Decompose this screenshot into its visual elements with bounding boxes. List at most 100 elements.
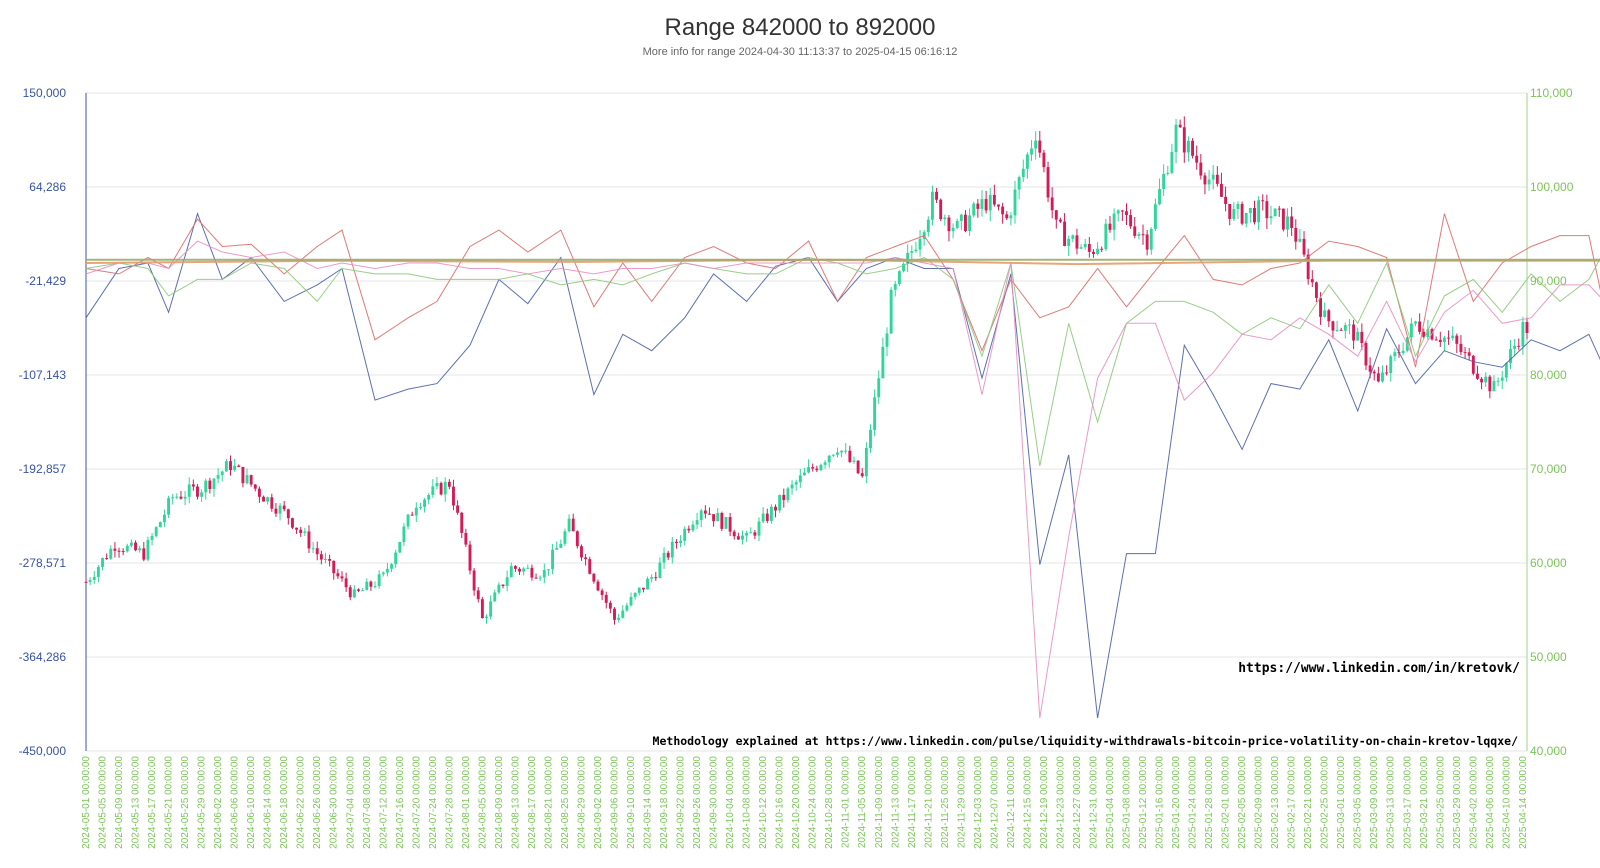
candle-body: [319, 554, 323, 560]
x-tick-label: 2025-01-24 00:00:00: [1188, 756, 1199, 849]
gridlines: [86, 92, 1527, 752]
chart-title: Range 842000 to 892000: [665, 14, 936, 41]
candle-body: [943, 217, 947, 220]
x-tick-label: 2025-03-05 00:00:00: [1353, 756, 1364, 849]
x-tick-label: 2024-05-09 00:00:00: [114, 756, 125, 849]
candle-body: [1178, 124, 1182, 128]
candle-body: [270, 497, 274, 509]
candle-body: [1067, 238, 1071, 246]
candle-body: [274, 508, 278, 514]
candle-body: [637, 587, 641, 593]
candle-body: [666, 552, 670, 558]
candle-body: [827, 455, 831, 463]
candle-body: [464, 532, 468, 545]
x-tick-label: 2025-02-21 00:00:00: [1303, 756, 1314, 849]
candle-body: [1492, 381, 1496, 392]
candle-body: [1525, 322, 1529, 334]
x-tick-label: 2025-01-28 00:00:00: [1204, 756, 1215, 849]
candle-body: [1009, 215, 1013, 219]
x-tick-label: 2024-05-21 00:00:00: [164, 756, 175, 849]
candle-body: [1265, 201, 1269, 219]
candle-body: [1236, 203, 1240, 210]
candle-body: [237, 465, 241, 467]
candle-body: [1191, 140, 1195, 156]
candle-body: [497, 584, 501, 593]
right-tick-label: 90,000: [1530, 274, 1567, 288]
candle-body: [613, 608, 616, 620]
candle-body: [1120, 210, 1124, 212]
candle-body: [873, 397, 877, 430]
candle-body: [1158, 189, 1161, 205]
candle-body: [955, 220, 959, 228]
candle-body: [266, 497, 270, 502]
candle-body: [980, 199, 984, 209]
candle-body: [435, 483, 439, 487]
candle-body: [348, 587, 352, 598]
x-tick-label: 2025-02-13 00:00:00: [1270, 756, 1281, 849]
candle-body: [134, 542, 137, 551]
x-tick-label: 2024-10-24 00:00:00: [808, 756, 819, 849]
x-tick-label: 2024-11-09 00:00:00: [874, 756, 885, 849]
right-tick-label: 50,000: [1530, 650, 1567, 664]
candle-body: [1281, 208, 1285, 230]
x-tick-label: 2024-12-19 00:00:00: [1039, 756, 1050, 849]
x-tick-label: 2025-01-08 00:00:00: [1121, 756, 1132, 849]
candle-body: [633, 592, 637, 597]
candle-body: [1401, 350, 1405, 354]
candle-body: [1025, 154, 1029, 169]
candle-body: [1327, 310, 1331, 322]
left-tick-label: -21,429: [25, 274, 66, 288]
x-tick-label: 2025-03-29 00:00:00: [1452, 756, 1463, 849]
x-tick-label: 2024-11-01 00:00:00: [841, 756, 852, 849]
candle-body: [1013, 189, 1017, 216]
candle-body: [1253, 208, 1256, 223]
candle-body: [1459, 343, 1463, 353]
x-tick-label: 2025-03-01 00:00:00: [1336, 756, 1347, 849]
candle-body: [1170, 151, 1174, 173]
candle-body: [555, 547, 559, 550]
candle-body: [1153, 204, 1157, 229]
x-tick-label: 2024-07-24 00:00:00: [428, 756, 439, 849]
x-tick-label: 2024-12-23 00:00:00: [1055, 756, 1066, 849]
candle-body: [138, 548, 142, 551]
candle-body: [253, 484, 257, 489]
right-tick-label: 80,000: [1530, 368, 1567, 382]
candle-body: [1220, 183, 1223, 197]
x-tick-label: 2024-08-29 00:00:00: [576, 756, 587, 849]
x-tick-label: 2024-05-29 00:00:00: [197, 756, 208, 849]
candle-body: [654, 577, 658, 579]
candle-body: [1001, 206, 1005, 215]
candle-body: [885, 333, 889, 347]
candle-body: [1079, 247, 1083, 249]
candle-body: [1017, 177, 1021, 190]
x-tick-label: 2024-07-28 00:00:00: [444, 756, 455, 849]
candle-body: [468, 544, 472, 571]
candle-body: [410, 514, 414, 516]
candle-body: [158, 522, 162, 528]
candle-body: [125, 545, 129, 552]
candle-body: [1104, 223, 1108, 250]
candle-body: [584, 557, 588, 560]
candle-body: [860, 473, 864, 477]
candle-body: [344, 578, 348, 588]
candle-body: [431, 486, 435, 495]
series-line-1: [85, 212, 1600, 719]
candle-body: [414, 507, 418, 516]
candle-body: [559, 543, 563, 548]
right-axis-labels: 110,000 100,000 90,000 80,000 70,000 60,000 50…: [1530, 86, 1574, 758]
candle-body: [518, 568, 521, 572]
x-tick-label: 2025-01-12 00:00:00: [1138, 756, 1149, 849]
candle-body: [1116, 210, 1120, 214]
x-tick-label: 2024-12-27 00:00:00: [1072, 756, 1083, 849]
x-tick-label: 2024-07-16 00:00:00: [395, 756, 406, 849]
candle-body: [745, 532, 749, 536]
candle-body: [844, 450, 848, 452]
candle-body: [92, 576, 96, 580]
candle-body: [608, 602, 612, 609]
candle-body: [703, 510, 707, 514]
candle-body: [1141, 234, 1145, 236]
candle-body: [352, 589, 356, 598]
candle-body: [146, 539, 150, 560]
left-tick-label: -450,000: [19, 744, 67, 758]
candle-body: [753, 532, 757, 536]
